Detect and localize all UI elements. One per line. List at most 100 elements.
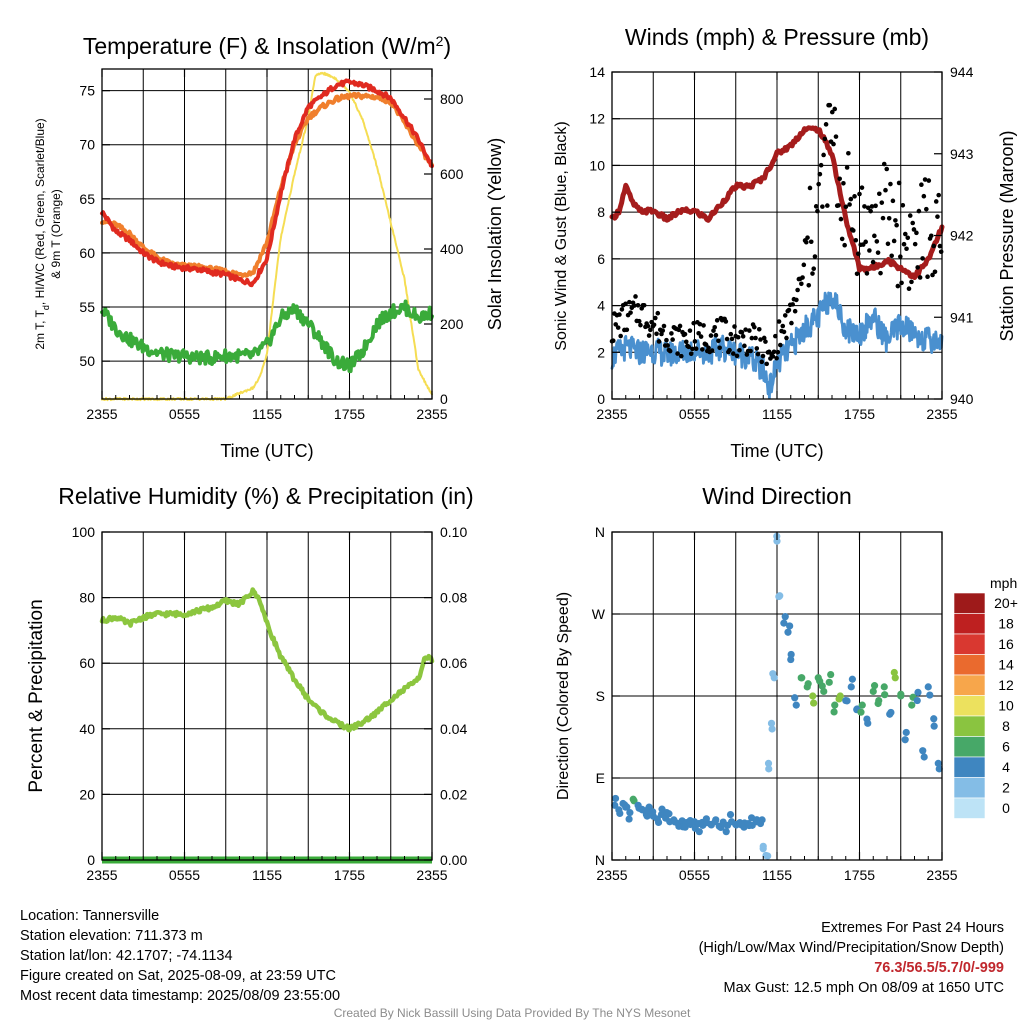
gust-point [645,323,651,329]
colorbar-label: 4 [1002,759,1010,775]
gust-point [764,361,769,367]
gust-point [776,319,782,324]
gust-point [700,347,705,352]
gust-point [737,347,742,353]
colorbar-label: 10 [998,698,1014,714]
gust-point [655,310,661,316]
gust-point [872,233,877,239]
gust-point [669,331,674,336]
gust-point [698,334,704,339]
gust-point [841,180,846,186]
x-tick-label: 1155 [762,867,792,883]
gust-point [833,134,839,139]
gust-point [843,204,849,210]
colorbar-label: 20+ [994,595,1018,611]
gust-point [874,239,880,244]
direction-point [781,613,789,621]
gust-point [756,326,762,332]
gust-point [936,192,941,198]
gust-point [829,109,835,115]
direction-point [857,708,865,716]
gust-point [925,274,930,280]
gust-point [691,320,696,326]
title-suffix: ) [443,33,451,59]
gust-point [926,178,932,183]
x-tick-label: 1155 [252,406,282,422]
gust-point [648,327,653,333]
gust-point [623,301,628,307]
direction-point [638,805,646,813]
gust-point [891,238,897,244]
gust-point [917,275,923,280]
y2-tick-label: 200 [440,316,464,332]
direction-point [881,691,889,699]
direction-point [847,683,855,691]
direction-point [926,691,934,699]
humidity-panel: 2355 0555 1155 1755 23550204060801000.000.02… [26,483,474,883]
direction-point [810,699,818,707]
direction-point [722,828,730,836]
y2-axis-label: Station Pressure (Maroon) [997,130,1017,341]
gust-point [857,191,862,197]
direction-point [643,812,651,820]
winds-panel: 2355 0555 1155 1755 235502468101214940941942… [553,24,1017,461]
gust-point [670,337,675,342]
direction-point [874,699,882,708]
colorbar-label: 8 [1002,718,1010,734]
y-tick-label: N [595,852,605,868]
y-tick-label: 10 [589,157,605,173]
gust-point [921,193,927,199]
direction-point [784,628,792,636]
direction-point [759,845,767,853]
gust-point [839,236,845,242]
gust-point [706,345,711,351]
gust-point [813,204,819,209]
gust-point [881,161,887,167]
gust-point [780,323,786,329]
y-tick-label: 50 [79,353,95,369]
gust-point [853,237,859,243]
gust-point [852,194,857,199]
gust-point [615,325,621,330]
gust-point [760,353,766,359]
gust-point [898,254,903,259]
colorbar-label: 16 [998,636,1014,652]
direction-point [626,809,634,817]
gust-point [624,327,630,333]
gust-point [690,346,695,352]
direction-point [649,808,657,816]
gust-point [827,102,833,108]
gust-point [938,249,944,255]
title-superscript: 2 [436,33,444,49]
direction-point [924,683,932,691]
x-tick-label: 1155 [252,867,282,883]
gust-point [794,297,799,303]
direction-point [665,810,673,818]
station-info: Location: Tannersville Station elevation… [20,906,340,1006]
gust-point [654,331,659,337]
gust-point [664,337,669,343]
gust-point [618,333,623,339]
direction-point [726,810,735,819]
colorbar-label: 2 [1002,780,1010,796]
gust-point [770,354,776,359]
gust-point [842,242,847,248]
gust-point [801,262,807,268]
colorbar-label: 0 [1002,800,1010,816]
direction-point [629,795,637,803]
gust-point [873,203,878,209]
direction-point [792,701,800,709]
y-tick-label: 0 [597,391,605,407]
gust-point [812,254,818,259]
gust-point [877,191,882,197]
gust-point [844,165,850,170]
gust-point [749,335,755,341]
gust-point [735,334,741,340]
direction-point [920,753,928,761]
direction-point [804,680,812,688]
gust-point [636,318,642,324]
y2-tick-label: 0.02 [440,786,467,802]
gust-point [894,222,899,228]
y2-tick-label: 400 [440,241,464,257]
